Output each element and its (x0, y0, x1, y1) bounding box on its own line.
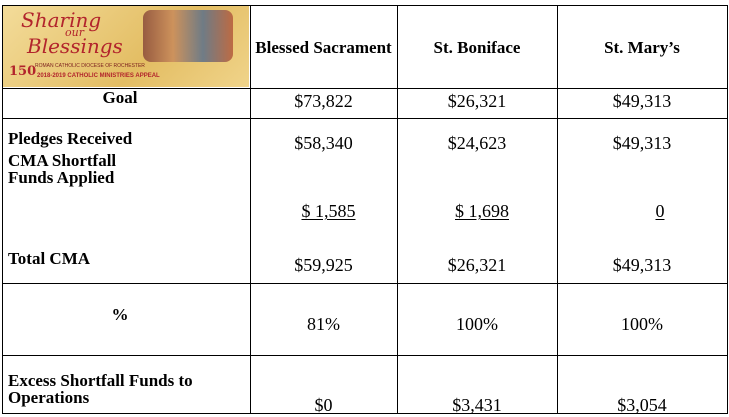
cell-value: $49,313 (557, 255, 727, 276)
cell-value: $0 (250, 395, 397, 416)
cell-value: 0 (557, 201, 727, 222)
value: 100% (621, 314, 663, 334)
value: 0 (594, 201, 691, 221)
value: 100% (456, 314, 498, 334)
value: $ 1,585 (280, 201, 368, 221)
value: $24,623 (448, 133, 507, 153)
value: $58,340 (294, 133, 353, 153)
cell-value: $58,340 (250, 133, 397, 154)
row-label: Goal (50, 89, 190, 106)
value: $59,925 (294, 255, 353, 275)
rule (2, 118, 728, 119)
logo: Sharing our Blessings ROMAN CATHOLIC DIO… (3, 6, 249, 87)
logo-text: Sharing (21, 8, 101, 32)
value: $0 (315, 395, 333, 415)
row-label: Excess Shortfall Funds to Operations (8, 372, 208, 406)
rule (2, 355, 728, 356)
value: $26,321 (448, 91, 507, 111)
logo-text: Blessings (27, 34, 123, 58)
column-header: St. Boniface (401, 8, 553, 86)
logo-small-text: ROMAN CATHOLIC DIOCESE OF ROCHESTER (35, 63, 145, 69)
rule (2, 5, 728, 6)
row-label: Pledges Received (8, 130, 208, 147)
value: $73,822 (294, 91, 353, 111)
cell-value: $73,822 (250, 91, 397, 112)
cell-value: $26,321 (397, 91, 557, 112)
cell-value: $26,321 (397, 255, 557, 276)
row-label: % (50, 306, 190, 323)
value: $26,321 (448, 255, 507, 275)
value: $3,054 (617, 395, 667, 415)
cell-value: $3,431 (397, 395, 557, 416)
row-label: CMA Shortfall Funds Applied (8, 152, 128, 186)
page: Sharing our Blessings ROMAN CATHOLIC DIO… (0, 0, 729, 417)
cell-value: $ 1,585 (250, 201, 397, 222)
row-label: Total CMA (8, 250, 208, 267)
cell-value: 100% (557, 314, 727, 335)
cell-value: $3,054 (557, 395, 727, 416)
column-header: St. Mary’s (561, 8, 723, 86)
cell-value: $24,623 (397, 133, 557, 154)
value: $49,313 (613, 255, 672, 275)
cell-value: 81% (250, 314, 397, 335)
value: 81% (307, 314, 340, 334)
cell-value: 100% (397, 314, 557, 335)
rule (2, 5, 3, 414)
cell-value: $49,313 (557, 91, 727, 112)
cell-value: $49,313 (557, 133, 727, 154)
cell-value: $ 1,698 (397, 201, 557, 222)
value: $3,431 (452, 395, 502, 415)
logo-art (143, 10, 233, 62)
value: $49,313 (613, 91, 672, 111)
rule (727, 5, 728, 414)
logo-small-text: 2018-2019 CATHOLIC MINISTRIES APPEAL (37, 73, 160, 79)
logo-badge: 150 (9, 64, 36, 79)
column-header: Blessed Sacrament (254, 8, 393, 86)
value: $49,313 (613, 133, 672, 153)
rule (2, 283, 728, 284)
cell-value: $59,925 (250, 255, 397, 276)
value: $ 1,698 (433, 201, 521, 221)
